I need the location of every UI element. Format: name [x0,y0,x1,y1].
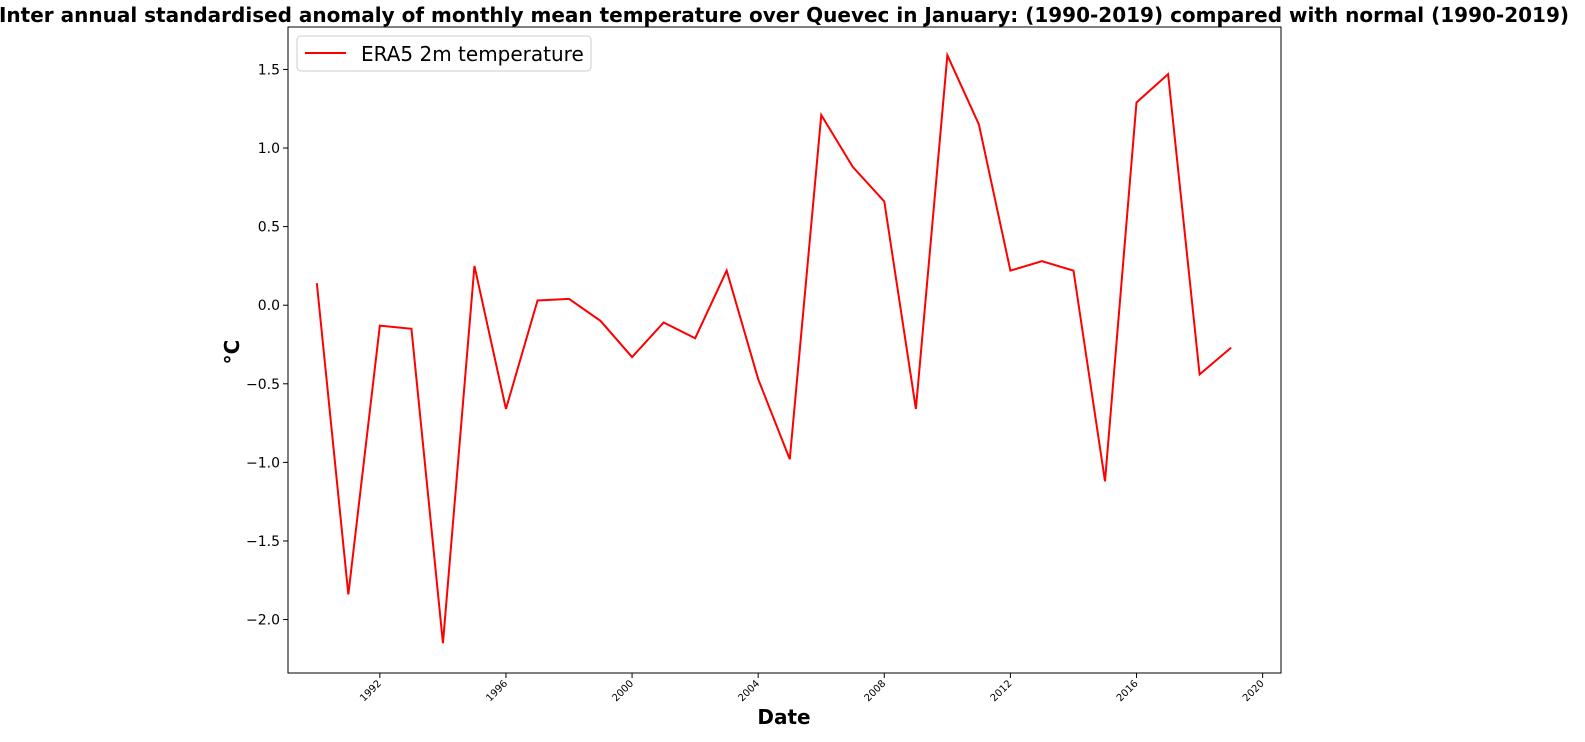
x-tick-label: 1996 [484,678,510,704]
y-tick-label: −1.0 [246,455,280,471]
x-tick-label: 1992 [358,678,384,704]
x-tick-label: 2004 [737,678,763,704]
legend: ERA5 2m temperature [296,35,592,72]
y-axis-label: °C [220,340,244,365]
y-axis-ticks: −2.0 −1.5 −1.0 −0.5 0.0 0.5 1.0 1.5 [246,62,288,629]
legend-box [296,35,592,72]
legend-label: ERA5 2m temperature [361,42,584,66]
y-tick-label: 1.5 [258,62,280,78]
chart-title: Inter annual standardised anomaly of mon… [0,3,1569,27]
x-tick-label: 2012 [989,678,1015,704]
y-tick-label: 0.5 [258,220,280,236]
y-tick-label: 1.0 [258,141,280,157]
x-tick-label: 2016 [1115,678,1141,704]
x-tick-label: 2008 [863,678,889,704]
y-tick-label: −1.5 [246,534,280,550]
x-tick-label: 2000 [610,678,636,704]
series-line-era5 [315,51,1232,644]
y-tick-label: −0.5 [246,377,280,393]
y-tick-label: −2.0 [246,613,280,629]
plot-frame [287,26,1282,674]
x-axis-ticks: 1992 1996 2000 2004 2008 2012 2016 2020 [358,673,1267,704]
y-tick-label: 0.0 [258,298,280,314]
x-tick-label: 2020 [1241,678,1267,704]
x-axis-label: Date [757,705,810,729]
